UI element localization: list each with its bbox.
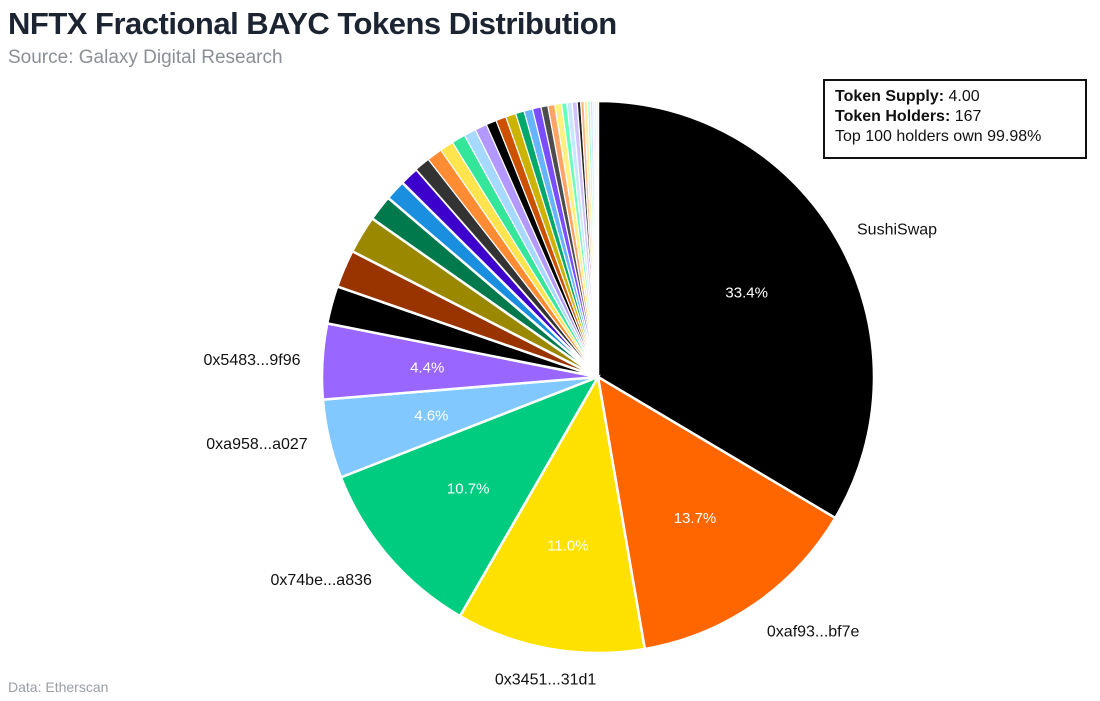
top-holders-note: Top 100 holders own 99.98%: [835, 128, 1042, 145]
pie-value-labels: 33.4% 13.7% 11.0% 10.7% 4.6% 4.4%: [410, 284, 768, 554]
pie-category-label-1: 0xaf93...bf7e: [767, 624, 860, 641]
token-holders-label: Token Holders:: [835, 108, 951, 125]
pie-category-label-0: SushiSwap: [857, 222, 937, 239]
pie-value-label-5: 4.4%: [410, 359, 444, 376]
token-supply-value: 4.00: [948, 88, 980, 105]
pie-category-label-5: 0x5483...9f96: [204, 352, 301, 369]
pie-value-label-4: 4.6%: [414, 408, 448, 425]
pie-category-label-4: 0xa958...a027: [206, 436, 308, 453]
data-source-note: Data: Etherscan: [8, 679, 109, 695]
chart-subtitle: Source: Galaxy Digital Research: [8, 47, 283, 68]
pie-slice-37: [595, 100, 599, 378]
pie-value-label-1: 13.7%: [674, 510, 717, 527]
pie-value-label-2: 11.0%: [547, 538, 588, 555]
pie-slice-1: [596, 374, 837, 651]
token-supply-label: Token Supply:: [835, 88, 945, 105]
pie-slice-3: [339, 374, 601, 618]
token-holders-line: Token Holders: 167: [835, 107, 1075, 127]
pie-category-labels: SushiSwap 0xaf93...bf7e 0x3451...31d1 0x74b…: [204, 222, 938, 689]
token-supply-line: Token Supply: 4.00: [835, 87, 1075, 107]
pie-value-label-3: 10.7%: [447, 481, 490, 498]
pie-slices: [320, 99, 876, 655]
chart-title: NFTX Fractional BAYC Tokens Distribution: [8, 6, 617, 41]
token-info-box: Token Supply: 4.00 Token Holders: 167 To…: [823, 79, 1087, 159]
token-holders-value: 167: [954, 108, 982, 125]
pie-category-label-3: 0x74be...a836: [270, 572, 372, 589]
pie-value-label-0: 33.4%: [725, 284, 768, 301]
pie-slice-0: [596, 99, 876, 520]
pie-slice-2: [458, 373, 647, 655]
pie-category-label-2: 0x3451...31d1: [495, 671, 597, 688]
